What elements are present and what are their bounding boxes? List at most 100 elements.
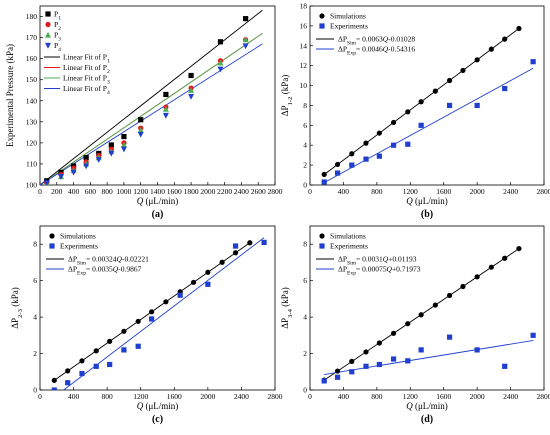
data-point (83, 163, 90, 170)
x-tick-label: 400 (68, 187, 80, 196)
data-point (108, 142, 114, 148)
y-tick-label: 12 (300, 61, 308, 70)
data-point (321, 378, 327, 384)
y-axis-label: Experimental Pressure (kPa) (5, 44, 15, 147)
data-point (261, 239, 267, 245)
data-point (232, 243, 239, 249)
data-point (376, 153, 382, 159)
data-point (217, 39, 224, 45)
data-point (121, 328, 127, 334)
data-point (446, 102, 453, 109)
legend-marker (319, 233, 325, 239)
data-point (43, 180, 50, 185)
data-point (51, 387, 57, 390)
x-tick-label: 800 (102, 392, 114, 401)
data-point (376, 130, 382, 136)
x-tick-label: 1200 (403, 187, 418, 196)
data-point (242, 43, 249, 50)
x-axis-label: Q (μL/min) (137, 196, 179, 206)
x-tick-label: 1800 (184, 187, 199, 196)
data-point (120, 146, 127, 153)
fit-line (40, 33, 263, 185)
data-point (107, 361, 113, 368)
data-point (121, 347, 127, 353)
data-point (79, 358, 85, 364)
legend-label: Experiments (330, 22, 368, 31)
data-point (390, 330, 397, 336)
data-point (57, 173, 64, 180)
plot-area (321, 25, 536, 185)
data-point (135, 318, 141, 324)
x-tick-label: 1000 (116, 187, 131, 196)
legend-label: ΔPExp= 0.00075Q+0.71973 (338, 265, 421, 277)
plot-area (51, 237, 267, 390)
data-point (188, 93, 195, 100)
y-axis-label: ΔP3-4 (kPa) (280, 287, 294, 329)
x-tick-label: 2000 (200, 392, 215, 401)
data-point (107, 338, 113, 344)
x-tick-label: 2800 (537, 187, 550, 196)
x-tick-label: 0 (308, 392, 312, 401)
legend-marker (319, 23, 325, 29)
x-tick-label: 2400 (234, 392, 249, 401)
data-point (502, 363, 508, 369)
x-tick-label: 1200 (403, 392, 418, 401)
data-point (516, 245, 522, 252)
y-tick-label: 140 (26, 96, 38, 105)
data-point (363, 363, 369, 369)
x-tick-label: 2600 (251, 187, 266, 196)
data-point (405, 109, 411, 115)
data-point (205, 281, 211, 287)
data-point (516, 25, 522, 32)
y-tick-label: 170 (26, 33, 38, 42)
plot-frame (309, 5, 545, 186)
data-point (474, 57, 480, 63)
data-point (418, 312, 424, 318)
legend-label: P4 (54, 41, 61, 53)
data-point (149, 309, 155, 315)
data-point (65, 368, 71, 374)
data-point (162, 105, 169, 112)
x-tick-label: 2400 (503, 392, 518, 401)
data-point (188, 72, 194, 79)
y-tick-label: 0 (303, 386, 307, 395)
x-tick-label: 1200 (133, 187, 148, 196)
x-tick-label: 1200 (133, 392, 148, 401)
y-tick-label: 110 (26, 159, 37, 168)
y-tick-label: 6 (33, 276, 37, 285)
data-point (138, 117, 144, 123)
data-point (418, 122, 424, 128)
legend-label: Simulations (60, 232, 96, 241)
data-point (446, 292, 453, 299)
legend-label: P3 (54, 31, 61, 43)
data-point (418, 99, 424, 105)
panel-label: (d) (421, 414, 433, 425)
data-point (474, 102, 480, 109)
data-point (135, 343, 141, 349)
data-point (488, 46, 494, 52)
x-tick-label: 1600 (167, 392, 182, 401)
data-point (137, 127, 144, 133)
y-tick-label: 14 (300, 41, 308, 50)
x-axis-label: Q (μL/min) (406, 401, 448, 411)
legend-label: P1 (54, 10, 61, 22)
legend-label: Experiments (330, 242, 368, 251)
x-axis-label: Q (μL/min) (137, 401, 179, 411)
x-tick-label: 2800 (537, 392, 550, 401)
legend-marker (319, 13, 325, 19)
x-tick-label: 200 (51, 187, 63, 196)
x-tick-label: 800 (371, 187, 383, 196)
data-point (137, 131, 144, 138)
data-point (530, 332, 536, 338)
data-point (405, 358, 411, 364)
fit-line (62, 237, 265, 390)
legend-label: P2 (54, 20, 61, 32)
y-tick-label: 4 (303, 313, 307, 322)
y-tick-label: 16 (300, 21, 308, 30)
legend-label: ΔPSim= 0.0063Q-0.01028 (338, 35, 415, 47)
data-point (51, 377, 57, 383)
y-tick-label: 2 (303, 161, 307, 170)
x-tick-label: 1600 (436, 392, 451, 401)
